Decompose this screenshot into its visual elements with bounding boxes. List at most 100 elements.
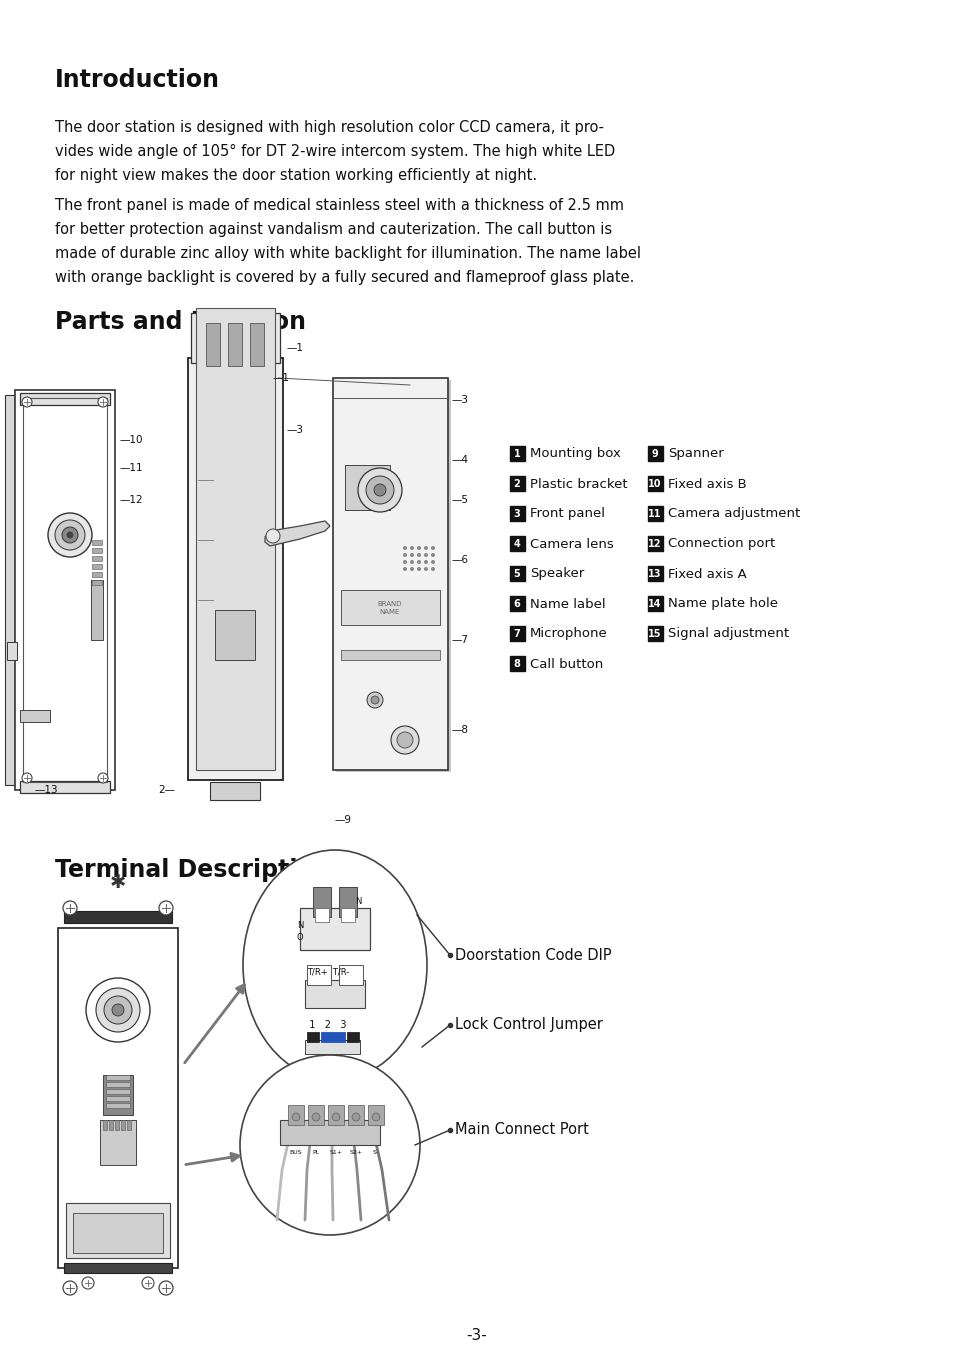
Circle shape <box>63 1281 77 1294</box>
Text: BRAND
NAME: BRAND NAME <box>377 601 402 615</box>
Circle shape <box>266 529 280 543</box>
Circle shape <box>410 546 414 550</box>
Text: Camera lens: Camera lens <box>530 538 613 551</box>
Circle shape <box>402 552 407 556</box>
Bar <box>340 650 439 659</box>
Bar <box>20 709 50 722</box>
Bar <box>307 1032 318 1043</box>
Bar <box>91 571 102 577</box>
Text: Parts and Function: Parts and Function <box>55 310 306 334</box>
Bar <box>121 1120 125 1131</box>
Bar <box>106 1089 130 1094</box>
Bar <box>368 1105 384 1125</box>
Circle shape <box>374 483 386 496</box>
Text: 4: 4 <box>513 539 519 548</box>
Text: —11: —11 <box>120 463 144 473</box>
Bar <box>320 1032 345 1043</box>
Circle shape <box>55 520 85 550</box>
Circle shape <box>22 397 32 408</box>
Text: —1: —1 <box>287 343 304 353</box>
Text: —5: —5 <box>452 496 469 505</box>
Bar <box>195 307 274 770</box>
Circle shape <box>402 546 407 550</box>
Circle shape <box>98 773 108 783</box>
Bar <box>64 1263 172 1273</box>
Text: Call button: Call button <box>530 658 602 670</box>
Circle shape <box>82 1277 94 1289</box>
Bar <box>103 1075 132 1114</box>
Bar <box>188 357 283 780</box>
Text: 3: 3 <box>513 509 519 519</box>
Circle shape <box>431 552 435 556</box>
Text: —9: —9 <box>335 815 352 825</box>
Text: for better protection against vandalism and cauterization. The call button is: for better protection against vandalism … <box>55 222 612 237</box>
Bar <box>335 380 451 772</box>
Text: The front panel is made of medical stainless steel with a thickness of 2.5 mm: The front panel is made of medical stain… <box>55 198 623 213</box>
Bar <box>106 1104 130 1108</box>
Text: made of durable zinc alloy with white backlight for illumination. The name label: made of durable zinc alloy with white ba… <box>55 246 640 261</box>
Bar <box>647 596 662 611</box>
Circle shape <box>372 1113 379 1121</box>
Text: Fixed axis A: Fixed axis A <box>667 567 746 581</box>
Bar <box>15 390 115 789</box>
Ellipse shape <box>240 1055 419 1235</box>
Bar <box>510 655 524 672</box>
Bar <box>106 1075 130 1080</box>
Bar <box>23 398 107 783</box>
Bar <box>103 1120 107 1131</box>
Text: 2—: 2— <box>158 785 174 795</box>
Circle shape <box>423 552 428 556</box>
Text: The door station is designed with high resolution color CCD camera, it pro-: The door station is designed with high r… <box>55 121 603 135</box>
Circle shape <box>402 561 407 565</box>
Text: Microphone: Microphone <box>530 627 607 640</box>
Circle shape <box>416 546 420 550</box>
Circle shape <box>366 477 394 504</box>
Circle shape <box>410 561 414 565</box>
Circle shape <box>86 978 150 1043</box>
Circle shape <box>416 561 420 565</box>
Text: 1: 1 <box>513 450 519 459</box>
Circle shape <box>22 773 32 783</box>
Text: Doorstation Code DIP: Doorstation Code DIP <box>455 948 611 963</box>
Bar <box>328 1105 344 1125</box>
Circle shape <box>431 561 435 565</box>
Text: 11: 11 <box>648 509 661 519</box>
Bar <box>647 536 662 551</box>
Bar <box>127 1120 131 1131</box>
Text: with orange backlight is covered by a fully secured and flameproof glass plate.: with orange backlight is covered by a fu… <box>55 269 634 284</box>
Text: -3-: -3- <box>466 1327 487 1343</box>
Bar <box>20 781 110 793</box>
Bar <box>299 909 370 951</box>
Bar <box>191 313 280 363</box>
Text: 14: 14 <box>648 598 661 609</box>
Bar <box>214 611 254 659</box>
Circle shape <box>67 532 73 538</box>
Text: Connection port: Connection port <box>667 538 775 551</box>
Bar <box>73 1213 163 1252</box>
Bar <box>313 887 331 917</box>
Bar <box>510 536 524 551</box>
Text: —1: —1 <box>273 372 290 383</box>
Text: Signal adjustment: Signal adjustment <box>667 627 788 640</box>
Circle shape <box>431 546 435 550</box>
Bar <box>91 580 102 585</box>
Text: S-: S- <box>373 1150 378 1155</box>
Bar <box>647 626 662 640</box>
Bar <box>305 1040 359 1053</box>
Text: Main Connect Port: Main Connect Port <box>455 1122 588 1137</box>
Text: —3: —3 <box>452 395 469 405</box>
Circle shape <box>423 546 428 550</box>
Bar <box>647 445 662 460</box>
Text: Spanner: Spanner <box>667 448 723 460</box>
Bar <box>109 1120 112 1131</box>
Text: N: N <box>296 921 303 929</box>
Text: vides wide angle of 105° for DT 2-wire intercom system. The high white LED: vides wide angle of 105° for DT 2-wire i… <box>55 144 615 158</box>
Bar <box>510 566 524 581</box>
Circle shape <box>423 561 428 565</box>
Circle shape <box>416 567 420 571</box>
Circle shape <box>292 1113 299 1121</box>
Bar <box>91 540 102 546</box>
Ellipse shape <box>243 850 427 1080</box>
Text: Name label: Name label <box>530 597 605 611</box>
Text: Name plate hole: Name plate hole <box>667 597 778 611</box>
